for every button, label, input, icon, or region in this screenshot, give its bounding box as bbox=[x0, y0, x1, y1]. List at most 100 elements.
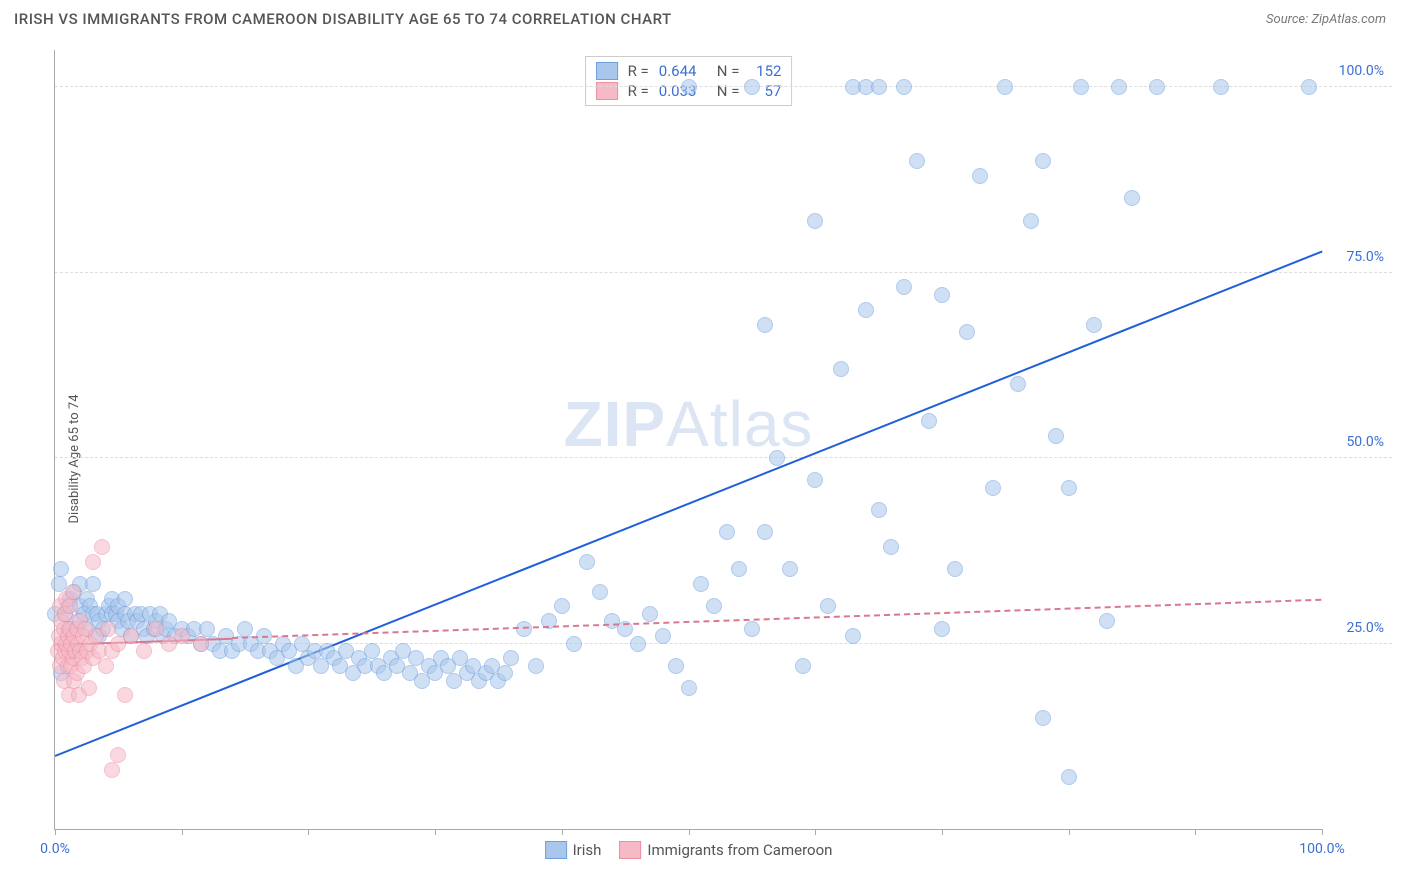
x-tick bbox=[689, 829, 690, 835]
data-point bbox=[719, 524, 735, 540]
gridline bbox=[55, 272, 1392, 273]
data-point bbox=[655, 628, 671, 644]
data-point bbox=[1111, 79, 1127, 95]
data-point bbox=[883, 539, 899, 555]
data-point bbox=[681, 79, 697, 95]
data-point bbox=[566, 636, 582, 652]
data-point bbox=[1010, 376, 1026, 392]
data-point bbox=[1073, 79, 1089, 95]
x-tick bbox=[942, 829, 943, 835]
data-point bbox=[972, 168, 988, 184]
gridline bbox=[55, 457, 1392, 458]
data-point bbox=[85, 576, 101, 592]
data-point bbox=[110, 747, 126, 763]
data-point bbox=[100, 621, 116, 637]
x-tick bbox=[182, 829, 183, 835]
data-point bbox=[94, 539, 110, 555]
data-point bbox=[554, 598, 570, 614]
data-point bbox=[123, 628, 139, 644]
chart-container: Disability Age 65 to 74 ZIPAtlas R =0.64… bbox=[14, 40, 1392, 878]
data-point bbox=[1035, 710, 1051, 726]
data-point bbox=[744, 79, 760, 95]
data-point bbox=[104, 762, 120, 778]
data-point bbox=[1035, 153, 1051, 169]
legend-swatch bbox=[596, 62, 618, 80]
data-point bbox=[985, 480, 1001, 496]
data-point bbox=[757, 317, 773, 333]
data-point bbox=[807, 213, 823, 229]
data-point bbox=[174, 628, 190, 644]
data-point bbox=[681, 680, 697, 696]
gridline bbox=[55, 86, 1392, 87]
data-point bbox=[934, 621, 950, 637]
x-tick-label: 0.0% bbox=[40, 841, 70, 857]
data-point bbox=[579, 554, 595, 570]
data-point bbox=[1301, 79, 1317, 95]
data-point bbox=[934, 287, 950, 303]
chart-title: IRISH VS IMMIGRANTS FROM CAMEROON DISABI… bbox=[14, 10, 672, 28]
data-point bbox=[497, 665, 513, 681]
r-label: R = bbox=[628, 62, 649, 80]
data-point bbox=[62, 598, 78, 614]
data-point bbox=[148, 621, 164, 637]
data-point bbox=[592, 584, 608, 600]
data-point bbox=[731, 561, 747, 577]
data-point bbox=[98, 658, 114, 674]
data-point bbox=[1149, 79, 1165, 95]
data-point bbox=[193, 636, 209, 652]
data-point bbox=[1023, 213, 1039, 229]
x-tick bbox=[55, 829, 56, 835]
data-point bbox=[668, 658, 684, 674]
plot-area: ZIPAtlas R =0.644N =152R =0.033N =57 Iri… bbox=[54, 50, 1322, 830]
legend-row: R =0.644N =152 bbox=[596, 61, 782, 81]
data-point bbox=[959, 324, 975, 340]
data-point bbox=[1213, 79, 1229, 95]
n-value: 152 bbox=[749, 62, 781, 80]
data-point bbox=[1099, 613, 1115, 629]
data-point bbox=[503, 650, 519, 666]
data-point bbox=[1086, 317, 1102, 333]
data-point bbox=[81, 680, 97, 696]
data-point bbox=[807, 472, 823, 488]
legend-swatch bbox=[619, 841, 641, 859]
n-label: N = bbox=[717, 82, 740, 100]
x-tick-label: 100.0% bbox=[1299, 841, 1344, 857]
legend-item: Irish bbox=[545, 841, 602, 859]
r-label: R = bbox=[628, 82, 649, 100]
x-tick bbox=[1195, 829, 1196, 835]
legend-label: Irish bbox=[573, 841, 602, 859]
x-tick bbox=[815, 829, 816, 835]
series-legend: Irish Immigrants from Cameroon bbox=[545, 841, 833, 859]
legend-label: Immigrants from Cameroon bbox=[647, 841, 832, 859]
data-point bbox=[909, 153, 925, 169]
data-point bbox=[136, 643, 152, 659]
data-point bbox=[896, 279, 912, 295]
data-point bbox=[947, 561, 963, 577]
legend-swatch bbox=[596, 82, 618, 100]
data-point bbox=[199, 621, 215, 637]
data-point bbox=[237, 621, 253, 637]
data-point bbox=[896, 79, 912, 95]
data-point bbox=[744, 621, 760, 637]
data-point bbox=[1124, 190, 1140, 206]
legend-swatch bbox=[545, 841, 567, 859]
y-tick-label: 100.0% bbox=[1339, 63, 1384, 79]
data-point bbox=[845, 628, 861, 644]
data-point bbox=[921, 413, 937, 429]
data-point bbox=[757, 524, 773, 540]
r-value: 0.644 bbox=[659, 62, 707, 80]
data-point bbox=[528, 658, 544, 674]
data-point bbox=[858, 302, 874, 318]
source-attribution: Source: ZipAtlas.com bbox=[1266, 12, 1386, 27]
x-tick bbox=[308, 829, 309, 835]
legend-item: Immigrants from Cameroon bbox=[619, 841, 832, 859]
data-point bbox=[1061, 769, 1077, 785]
data-point bbox=[85, 554, 101, 570]
x-tick bbox=[1322, 829, 1323, 835]
data-point bbox=[820, 598, 836, 614]
data-point bbox=[630, 636, 646, 652]
y-tick-label: 50.0% bbox=[1346, 434, 1384, 450]
data-point bbox=[117, 687, 133, 703]
data-point bbox=[1061, 480, 1077, 496]
data-point bbox=[364, 643, 380, 659]
